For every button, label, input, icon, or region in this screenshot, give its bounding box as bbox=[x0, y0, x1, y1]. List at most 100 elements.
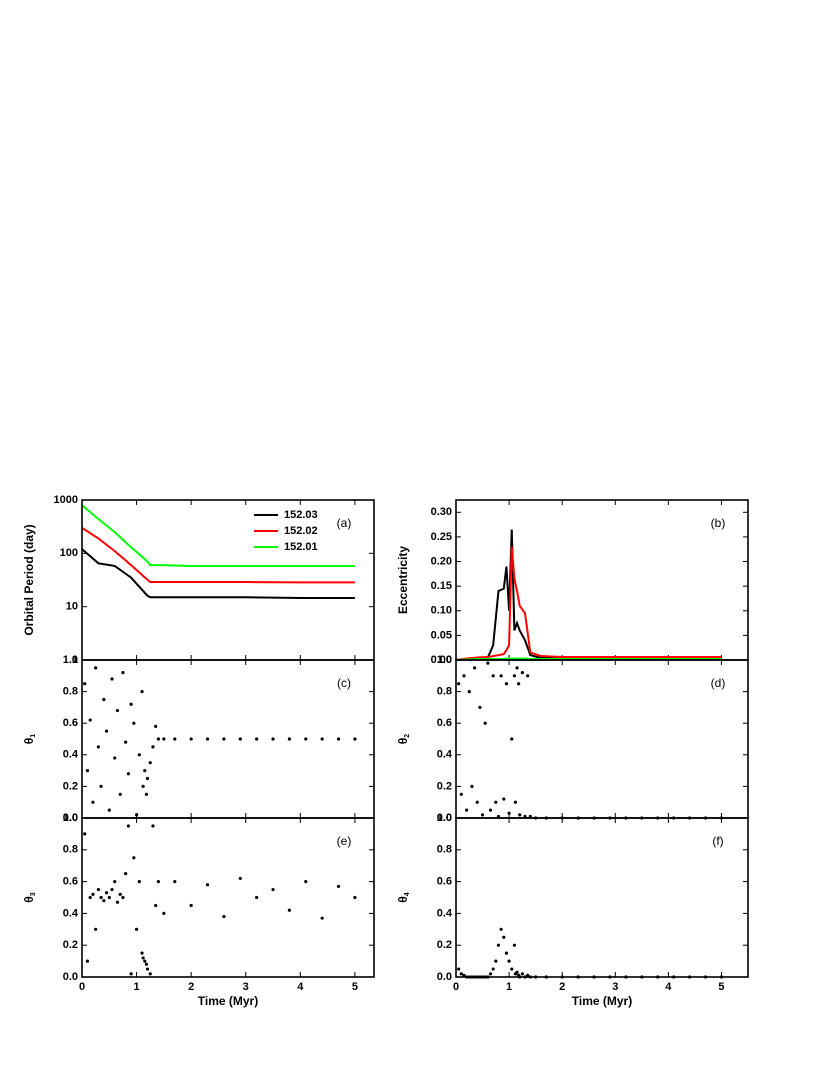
scatter-point bbox=[507, 959, 511, 963]
y-tick-label: 10 bbox=[66, 601, 78, 613]
scatter-point bbox=[110, 887, 114, 892]
scatter-point bbox=[512, 674, 517, 678]
panel-label: (e) bbox=[337, 834, 352, 848]
y-axis-label-main: θ bbox=[396, 738, 410, 745]
y-axis-label-main: θ bbox=[22, 896, 36, 903]
panel-label: (d) bbox=[711, 676, 726, 690]
plot-frame bbox=[455, 817, 749, 978]
scatter-point bbox=[336, 737, 341, 741]
scatter-point bbox=[129, 972, 133, 976]
y-tick-label: 0.2 bbox=[437, 939, 452, 951]
scatter-point bbox=[459, 972, 463, 976]
scatter-point bbox=[94, 666, 98, 670]
plot-frame bbox=[455, 659, 749, 819]
y-tick-label: 0.8 bbox=[437, 844, 452, 856]
scatter-point bbox=[478, 705, 482, 710]
scatter-point bbox=[520, 671, 524, 675]
y-tick-label: 0.0 bbox=[437, 971, 452, 983]
y-tick-label: 0.15 bbox=[431, 580, 452, 592]
scatter-point bbox=[205, 737, 210, 741]
scatter-point bbox=[132, 856, 136, 860]
scatter-point bbox=[271, 737, 275, 741]
plot-frame bbox=[455, 499, 749, 661]
plot-frame bbox=[81, 817, 375, 978]
panel-label: (c) bbox=[337, 676, 351, 690]
scatter-point bbox=[151, 745, 155, 749]
series-line bbox=[81, 527, 355, 584]
y-axis-label-sub: 3 bbox=[30, 892, 37, 896]
scatter-point bbox=[148, 761, 152, 765]
scatter-point bbox=[173, 880, 177, 884]
y-tick-label: 0.4 bbox=[437, 749, 453, 761]
y-tick-label: 0.0 bbox=[437, 812, 452, 824]
scatter-point bbox=[151, 824, 155, 828]
scatter-point bbox=[91, 892, 95, 896]
scatter-point bbox=[99, 895, 103, 900]
scatter-point bbox=[255, 737, 259, 741]
scatter-point bbox=[143, 959, 147, 963]
scatter-point bbox=[121, 671, 125, 675]
scatter-point bbox=[486, 661, 490, 665]
scatter-point bbox=[488, 808, 493, 812]
scatter-point bbox=[336, 884, 341, 888]
scatter-point bbox=[144, 962, 149, 966]
y-tick-label: 0.6 bbox=[63, 876, 78, 888]
scatter-point bbox=[137, 753, 141, 757]
scatter-point bbox=[189, 903, 193, 908]
scatter-point bbox=[518, 813, 522, 817]
scatter-point bbox=[156, 737, 161, 741]
series-line bbox=[81, 548, 355, 600]
scatter-point bbox=[129, 702, 133, 706]
y-tick-label: 1.0 bbox=[63, 654, 78, 666]
series-line bbox=[455, 546, 722, 661]
scatter-point bbox=[113, 756, 117, 760]
scatter-point bbox=[480, 813, 485, 817]
y-axis-label: θ4 bbox=[396, 892, 411, 903]
scatter-point bbox=[507, 811, 511, 815]
scatter-point bbox=[499, 927, 503, 931]
y-tick-label: 1.0 bbox=[63, 812, 78, 824]
scatter-point bbox=[496, 943, 501, 947]
scatter-point bbox=[137, 880, 141, 884]
scatter-point bbox=[353, 737, 357, 741]
scatter-point bbox=[104, 891, 109, 895]
scatter-point bbox=[472, 666, 477, 670]
panel-label: (f) bbox=[712, 834, 723, 848]
scatter-point bbox=[140, 690, 144, 694]
x-axis-label: Time (Myr) bbox=[198, 994, 258, 1008]
scatter-point bbox=[124, 872, 128, 876]
scatter-point bbox=[143, 769, 147, 773]
x-tick-label: 3 bbox=[243, 981, 249, 993]
y-axis-label-main: θ bbox=[396, 896, 410, 903]
y-tick-label: 0.4 bbox=[437, 907, 453, 919]
scatter-point bbox=[459, 792, 463, 796]
y-axis-label-main: Orbital Period (day) bbox=[22, 524, 36, 635]
y-axis-label-main: θ bbox=[22, 738, 36, 745]
scatter-point bbox=[118, 792, 122, 796]
y-tick-label: 1.0 bbox=[437, 654, 452, 666]
scatter-point bbox=[144, 792, 149, 796]
y-axis-label-sub: 4 bbox=[404, 892, 411, 896]
y-tick-label: 0.20 bbox=[431, 555, 452, 567]
legend-label: 152.01 bbox=[284, 541, 318, 553]
scatter-point bbox=[526, 674, 530, 678]
scatter-point bbox=[504, 682, 509, 686]
scatter-point bbox=[304, 737, 308, 741]
y-tick-label: 1000 bbox=[54, 494, 78, 506]
scatter-point bbox=[483, 721, 487, 725]
x-tick-label: 5 bbox=[352, 981, 358, 993]
x-tick-label: 5 bbox=[718, 981, 724, 993]
plot-frame bbox=[81, 659, 375, 819]
y-axis-label: Orbital Period (day) bbox=[22, 524, 36, 635]
scatter-point bbox=[287, 737, 292, 741]
y-tick-label: 0.0 bbox=[63, 812, 78, 824]
scatter-point bbox=[88, 895, 92, 900]
scatter-point bbox=[494, 959, 498, 963]
y-tick-label: 0.8 bbox=[63, 844, 78, 856]
x-tick-label: 0 bbox=[79, 981, 85, 993]
y-tick-label: 0.8 bbox=[437, 686, 452, 698]
scatter-point bbox=[154, 724, 158, 728]
scatter-point bbox=[96, 745, 100, 749]
scatter-point bbox=[512, 943, 517, 947]
scatter-point bbox=[304, 880, 308, 884]
